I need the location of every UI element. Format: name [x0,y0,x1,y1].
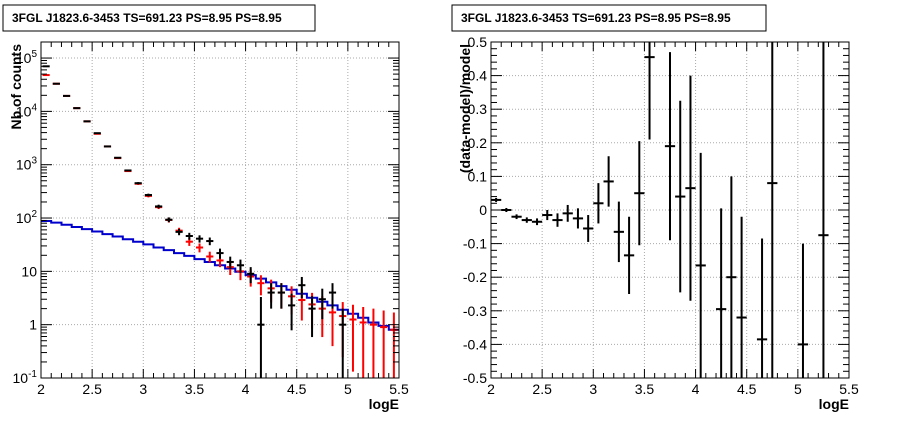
y-tick-label: -0.4 [463,336,487,352]
x-tick-label: 2 [37,381,45,397]
left-xlabel: logE [369,396,399,412]
x-tick-label: 5.5 [839,381,859,397]
left-pad: 3FGL J1823.6-3453 TS=691.23 PS=8.95 PS=8… [2,4,409,412]
x-tick-label: 4 [692,381,700,397]
x-tick-label: 3 [139,381,147,397]
x-tick-label: 5.5 [389,381,409,397]
left-ylabel: Nb of counts [8,44,24,130]
y-tick-label: 10 [21,263,37,279]
y-tick-label: -0.3 [463,303,487,319]
y-tick-label: -0.5 [463,370,487,386]
right-title-box [451,4,767,32]
x-tick-label: 2.5 [532,381,552,397]
left-frame [40,41,400,379]
y-tick-label: 102 [16,209,38,226]
y-tick-label: 10-1 [13,369,38,386]
x-tick-label: 5 [344,381,352,397]
right-title: 3FGL J1823.6-3453 TS=691.23 PS=8.95 PS=8… [461,11,731,25]
left-marks [41,65,399,378]
y-tick-label: 0.3 [468,101,488,117]
x-tick-label: 5 [794,381,802,397]
left-title-box [2,4,316,32]
right-marks [491,42,829,378]
y-tick-label: 1 [29,317,37,333]
x-tick-label: 3.5 [185,381,205,397]
y-tick-label: 0 [479,202,487,218]
x-tick-label: 3.5 [635,381,655,397]
y-tick-label: 103 [16,156,38,173]
x-tick-label: 4.5 [737,381,757,397]
x-tick-label: 2 [487,381,495,397]
left-grid [41,42,399,378]
right-grid [491,42,849,378]
y-tick-label: 0.1 [468,168,488,184]
right-ylabel: (data-model)/model [457,44,473,173]
right-pad: 3FGL J1823.6-3453 TS=691.23 PS=8.95 PS=8… [451,4,859,412]
model-step-line [41,220,399,331]
y-tick-label: 0.4 [468,68,488,84]
x-tick-label: 2.5 [82,381,102,397]
x-tick-label: 4.5 [287,381,307,397]
y-tick-label: -0.2 [463,269,487,285]
x-tick-label: 3 [589,381,597,397]
y-tick-label: 0.5 [468,34,488,50]
left-title: 3FGL J1823.6-3453 TS=691.23 PS=8.95 PS=8… [12,11,282,25]
x-tick-label: 4 [242,381,250,397]
y-tick-label: 0.2 [468,135,488,151]
right-xlabel: logE [819,396,849,412]
y-tick-label: -0.1 [463,236,487,252]
right-ticks: 2 2.5 3 3.5 4 4.5 5 5.5 -0.5 -0.4 -0.3 -0.2 -0.1 0 0.1… [463,34,859,397]
